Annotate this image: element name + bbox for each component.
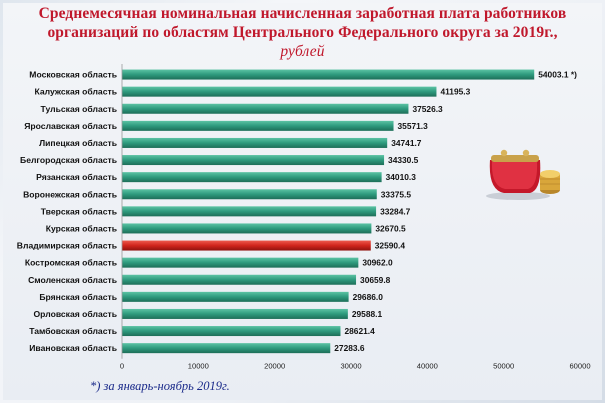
x-tick-label: 30000 [340,362,361,371]
bar [122,172,382,183]
category-label: Тульская область [41,104,117,114]
category-label: Орловская область [34,309,118,319]
x-tick-label: 10000 [188,362,209,371]
category-label: Ивановская область [29,343,117,353]
footnote: *) за январь-ноябрь 2019г. [90,379,230,393]
value-label: 37526.3 [412,104,443,114]
bar [122,86,437,97]
x-tick-label: 50000 [493,362,514,371]
wallet-with-coins-icon [486,149,560,200]
bar [122,326,341,337]
x-axis-ticks: 0 10000 20000 30000 40000 50000 60000 [120,362,591,371]
category-label: Московская область [29,70,117,80]
value-label: 34330.5 [388,155,419,165]
value-label: 33284.7 [380,206,411,216]
bar-highlighted [122,240,371,251]
value-label: 34010.3 [386,172,417,182]
category-label: Смоленская область [28,275,117,285]
bar [122,343,331,354]
value-label: 54003.1 *) [538,70,577,80]
bar [122,257,359,268]
category-label: Воронежская область [23,189,117,199]
value-label: 29588.1 [352,309,383,319]
category-label: Белгородская область [20,155,117,165]
x-tick-label: 20000 [264,362,285,371]
bar [122,155,385,166]
bar-series [122,69,535,354]
value-label: 32670.5 [375,223,406,233]
category-label: Владимирская область [17,241,117,251]
value-label: 28621.4 [344,326,375,336]
bar [122,69,535,80]
bar [122,308,348,319]
category-label: Тверская область [41,206,117,216]
value-label: 35571.3 [398,121,429,131]
chart-title: Среднемесячная номинальная начисленная з… [30,4,575,61]
value-labels: 54003.1 *) 41195.3 37526.3 35571.3 34741.7 34… [334,70,577,354]
value-label: 32590.4 [375,241,406,251]
value-label: 33375.5 [381,189,412,199]
bar [122,223,372,234]
bar [122,120,394,131]
bar [122,137,388,148]
category-label: Ярославская область [24,121,117,131]
bar [122,189,377,200]
value-label: 30962.0 [362,258,393,268]
category-label: Брянская область [39,292,117,302]
category-label: Тамбовская область [29,326,117,336]
category-label: Рязанская область [36,172,117,182]
chart-title-main: Среднемесячная номинальная начисленная з… [38,5,567,41]
category-label: Костромская область [25,258,117,268]
value-label: 30659.8 [360,275,391,285]
x-tick-label: 0 [120,362,124,371]
chart-title-unit: рублей [280,43,325,60]
bar [122,206,377,217]
value-label: 27283.6 [334,343,365,353]
value-label: 29686.0 [353,292,384,302]
category-label: Липецкая область [39,138,117,148]
value-label: 41195.3 [440,87,470,97]
category-label: Курская область [46,223,117,233]
category-label: Калужская область [35,87,117,97]
x-tick-label: 40000 [417,362,438,371]
bar [122,103,409,114]
value-label: 34741.7 [391,138,422,148]
category-labels: Московская область Калужская область Тульс… [17,70,117,354]
bar [122,274,357,285]
bar [122,291,349,302]
x-tick-label: 60000 [569,362,590,371]
